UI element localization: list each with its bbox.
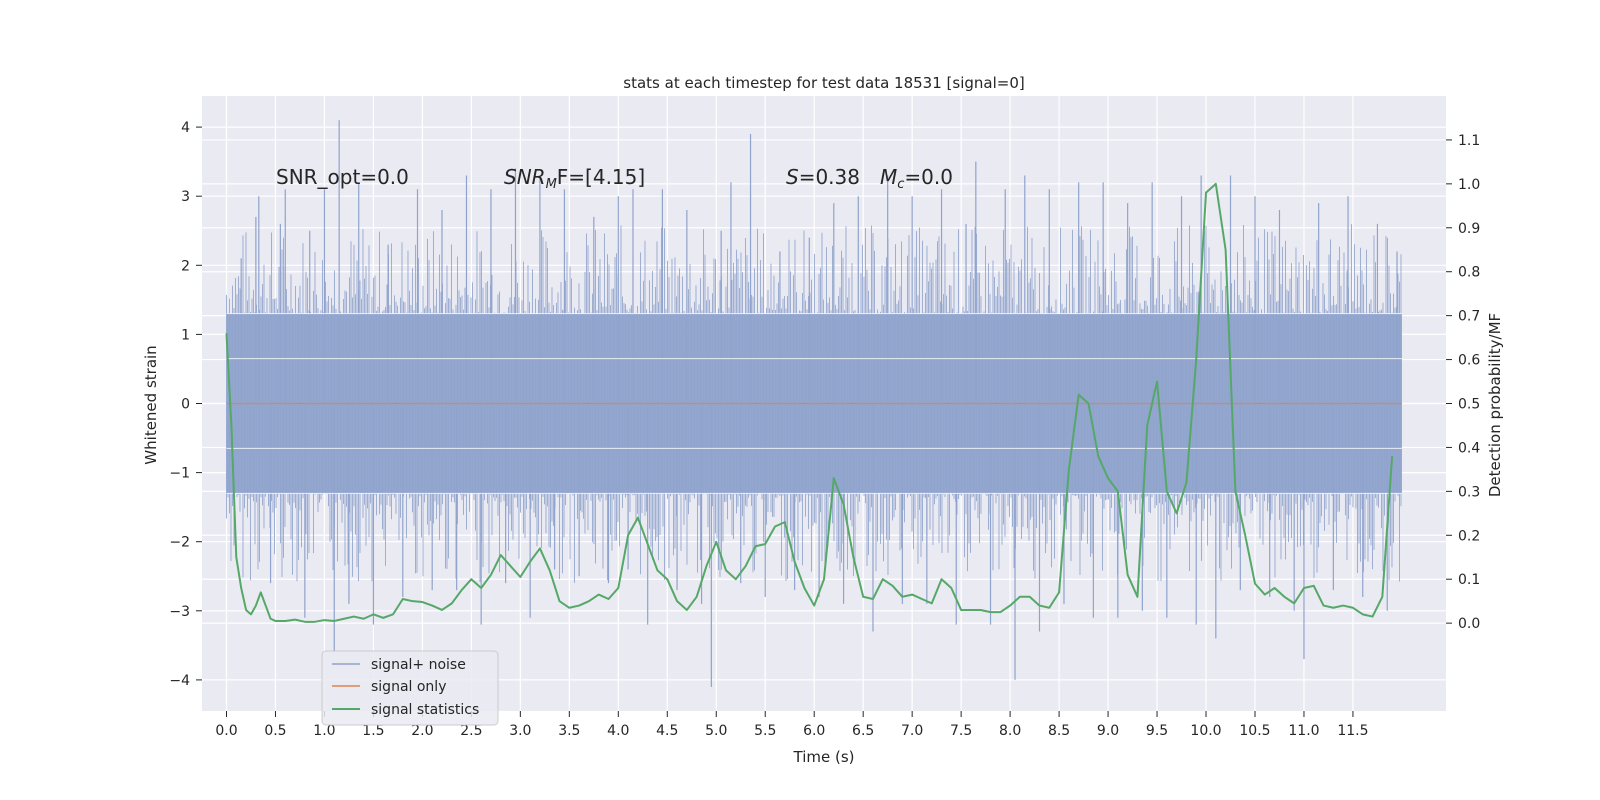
- x-tick-label: 2.0: [411, 723, 433, 739]
- legend-box: [321, 650, 499, 726]
- y-tick-label: −1: [169, 466, 190, 482]
- y-right-tick-label: 0.7: [1458, 309, 1480, 325]
- s-symbol: S: [786, 165, 799, 189]
- x-tick-label: 3.0: [509, 723, 531, 739]
- x-tick-label: 6.0: [803, 723, 825, 739]
- x-tick-label: 8.5: [1048, 723, 1070, 739]
- signal-statistics-series: [225, 182, 1394, 623]
- x-tick-label: 5.0: [705, 723, 727, 739]
- legend-label-signal-noise: signal+ noise: [371, 657, 466, 673]
- y-right-tick-label: 0.2: [1458, 528, 1480, 544]
- y-axis-label: Whitened strain: [142, 345, 160, 464]
- legend-label-signal-statistics: signal statistics: [371, 702, 479, 718]
- x-tick-label: 1.5: [362, 723, 384, 739]
- mc-symbol: M: [880, 165, 897, 189]
- x-tick-label: 1.0: [313, 723, 335, 739]
- mc-subscript: c: [897, 177, 904, 192]
- legend: signal+ noise signal only signal statist…: [321, 650, 499, 726]
- y-tick-label: −3: [169, 604, 190, 620]
- y-tick-label: 1: [181, 327, 190, 343]
- annotation-s: S=0.38: [786, 165, 860, 189]
- mc-value: =0.0: [904, 165, 953, 189]
- x-tick-label: 10.5: [1239, 723, 1270, 739]
- x-tick-label: 0.5: [264, 723, 286, 739]
- snr-mf-value: F=[4.15]: [557, 165, 645, 189]
- signal-statistics-line: [225, 182, 1394, 623]
- y-tick-label: 2: [181, 258, 190, 274]
- x-tick-label: 4.5: [656, 723, 678, 739]
- x-axis-label: Time (s): [793, 748, 855, 766]
- annotation-snr-opt: SNR_opt=0.0: [276, 165, 409, 189]
- y-axis-left: 4 3 2 1 0 −1 −2 −3 −4: [169, 120, 202, 689]
- y-right-tick-label: 0.0: [1458, 616, 1480, 632]
- chart-title: stats at each timestep for test data 185…: [623, 74, 1024, 92]
- y-tick-label: 4: [181, 120, 190, 136]
- y-right-tick-label: 0.9: [1458, 221, 1480, 237]
- y-right-tick-label: 0.4: [1458, 440, 1480, 456]
- x-tick-label: 4.0: [607, 723, 629, 739]
- y-tick-label: 0: [181, 397, 190, 413]
- y-right-tick-label: 0.6: [1458, 353, 1480, 369]
- y-tick-label: −2: [169, 535, 190, 551]
- y-axis-right-label: Detection probability/MF: [1486, 313, 1504, 497]
- y-right-tick-label: 0.5: [1458, 397, 1480, 413]
- y-axis-right: 1.1 1.0 0.9 0.8 0.7 0.6 0.5 0.4 0.3 0.2 0.1 0.0: [1446, 133, 1480, 632]
- snr-mf-symbol: SNR: [504, 165, 546, 189]
- x-tick-label: 8.0: [999, 723, 1021, 739]
- x-tick-label: 11.0: [1288, 723, 1319, 739]
- x-tick-label: 11.5: [1337, 723, 1368, 739]
- x-tick-label: 9.0: [1097, 723, 1119, 739]
- x-tick-label: 10.0: [1190, 723, 1221, 739]
- x-tick-label: 9.5: [1146, 723, 1168, 739]
- x-axis: 0.0 0.5 1.0 1.5 2.0 2.5 3.0 3.5 4.0 4.5 5.0 5.5 6.0 6…: [215, 711, 1369, 739]
- x-tick-label: 5.5: [754, 723, 776, 739]
- y-tick-label: 3: [181, 189, 190, 205]
- x-tick-label: 2.5: [460, 723, 482, 739]
- s-value: =0.38: [799, 165, 860, 189]
- legend-label-signal-only: signal only: [371, 679, 446, 695]
- x-tick-label: 6.5: [852, 723, 874, 739]
- y-tick-label: −4: [169, 673, 190, 689]
- x-tick-label: 0.0: [215, 723, 237, 739]
- y-right-tick-label: 0.3: [1458, 484, 1480, 500]
- snr-mf-subscript: M: [546, 177, 557, 192]
- x-tick-label: 7.5: [950, 723, 972, 739]
- annotation-mc: Mc=0.0: [880, 165, 953, 192]
- y-right-tick-label: 1.0: [1458, 177, 1480, 193]
- x-tick-label: 3.5: [558, 723, 580, 739]
- annotation-snr-mf: SNRMF=[4.15]: [504, 165, 645, 192]
- y-right-tick-label: 0.8: [1458, 265, 1480, 281]
- y-right-tick-label: 1.1: [1458, 133, 1480, 149]
- y-right-tick-label: 0.1: [1458, 572, 1480, 588]
- x-tick-label: 7.0: [901, 723, 923, 739]
